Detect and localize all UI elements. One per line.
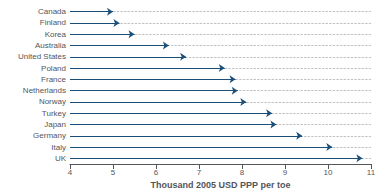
- svg-text:8: 8: [240, 168, 245, 177]
- svg-text:Netherlands: Netherlands: [23, 86, 66, 95]
- svg-text:6: 6: [154, 168, 159, 177]
- svg-text:France: France: [41, 75, 66, 84]
- svg-text:Turkey: Turkey: [42, 109, 66, 118]
- svg-text:United States: United States: [18, 52, 66, 61]
- svg-text:Japan: Japan: [44, 120, 66, 129]
- svg-text:Korea: Korea: [45, 30, 67, 39]
- svg-text:UK: UK: [55, 154, 67, 163]
- svg-text:Norway: Norway: [39, 97, 66, 106]
- svg-text:Italy: Italy: [51, 143, 66, 152]
- svg-text:Poland: Poland: [41, 64, 66, 73]
- svg-text:Thousand 2005 USD PPP per toe: Thousand 2005 USD PPP per toe: [151, 180, 291, 190]
- svg-text:Australia: Australia: [35, 41, 67, 50]
- svg-text:10: 10: [324, 168, 333, 177]
- svg-text:7: 7: [197, 168, 202, 177]
- svg-text:5: 5: [111, 168, 116, 177]
- svg-text:9: 9: [283, 168, 288, 177]
- svg-text:Canada: Canada: [38, 7, 67, 16]
- svg-text:Finland: Finland: [40, 18, 66, 27]
- svg-text:11: 11: [367, 168, 376, 177]
- svg-text:4: 4: [68, 168, 73, 177]
- svg-text:Germany: Germany: [33, 131, 66, 140]
